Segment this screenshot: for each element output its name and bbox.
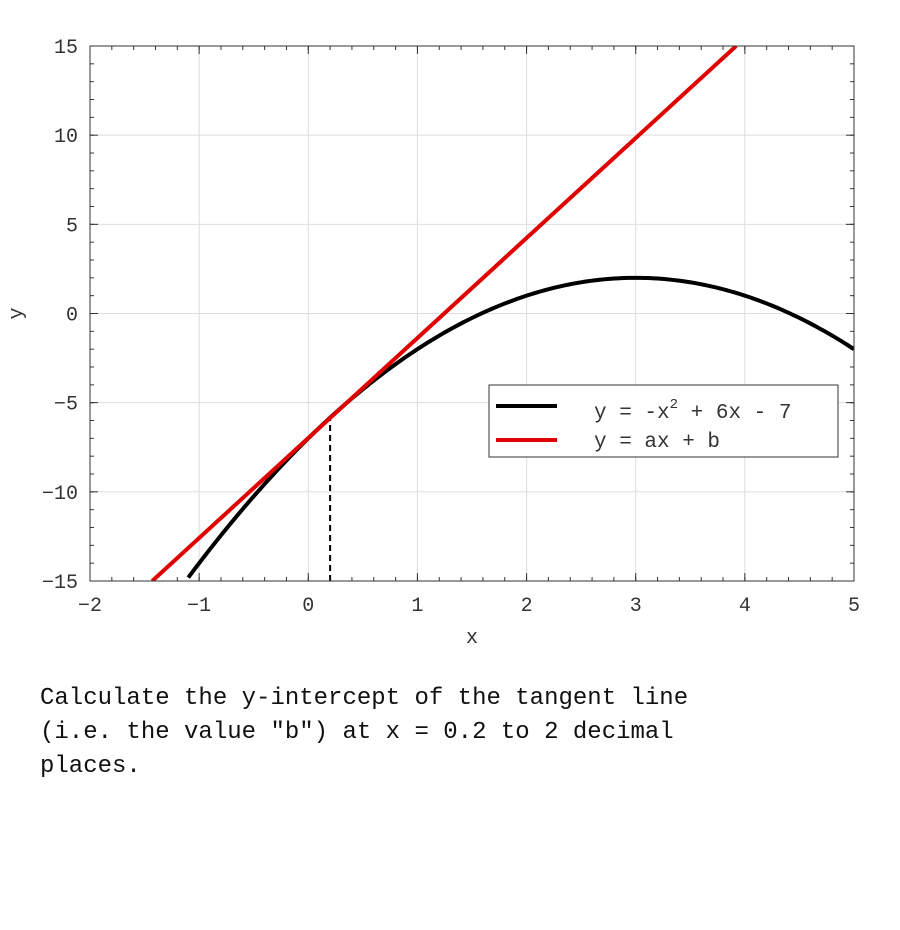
x-axis-label: x xyxy=(466,627,478,650)
x-tick-label: 0 xyxy=(302,595,314,618)
legend-label-quadratic-rest: + 6x - 7 xyxy=(678,402,791,425)
x-tick-label: 3 xyxy=(630,595,642,618)
legend-label-quadratic-main: y = -x xyxy=(594,402,670,425)
y-tick-label: 15 xyxy=(54,37,78,60)
axes-frame xyxy=(89,45,855,582)
x-tick-label: 1 xyxy=(411,595,423,618)
question-text: Calculate the y-intercept of the tangent… xyxy=(40,685,689,780)
x-tick-label: 5 xyxy=(848,595,860,618)
grid xyxy=(89,45,855,582)
legend-label-tangent: y = ax + b xyxy=(594,431,720,454)
y-tick-label: −5 xyxy=(54,394,78,417)
legend-label-quadratic: y = -x2 + 6x - 7 xyxy=(594,397,791,425)
y-tick-label: −15 xyxy=(42,572,78,595)
x-tick-label: −1 xyxy=(187,595,211,618)
legend-label-quadratic-exponent: 2 xyxy=(670,397,678,413)
y-axis-label: y xyxy=(6,307,29,319)
x-tick-label: 4 xyxy=(739,595,751,618)
legend-box xyxy=(488,384,839,458)
series-line-tangent xyxy=(150,46,738,581)
y-tick-label: −10 xyxy=(42,483,78,506)
y-tick-label: 10 xyxy=(54,126,78,149)
series-layer xyxy=(150,46,854,581)
y-tick-label: 0 xyxy=(66,305,78,328)
x-tick-label: −2 xyxy=(78,595,102,618)
legend: y = -x2 + 6x - 7 y = ax + b xyxy=(488,384,839,458)
x-tick-label: 2 xyxy=(521,595,533,618)
y-tick-label: 5 xyxy=(66,215,78,238)
